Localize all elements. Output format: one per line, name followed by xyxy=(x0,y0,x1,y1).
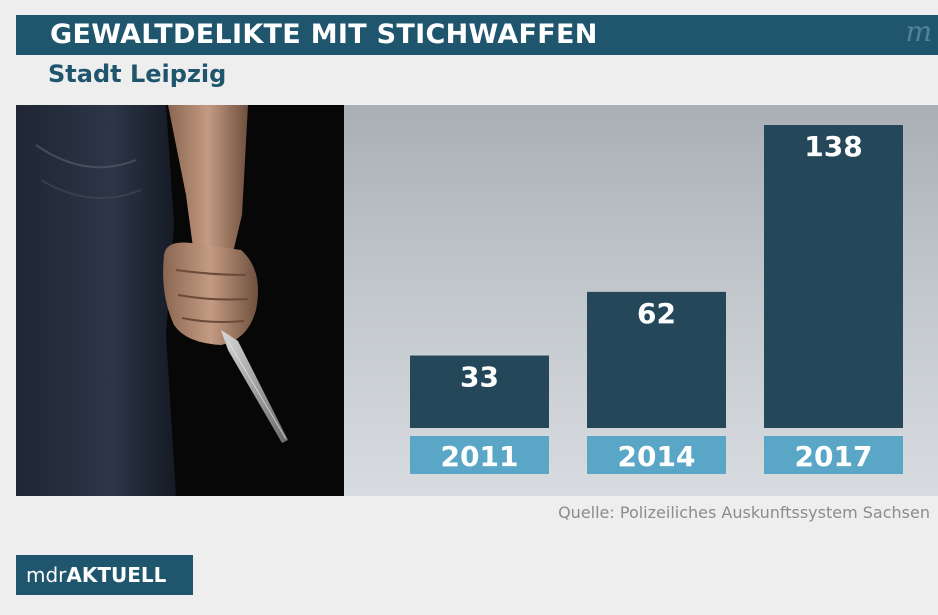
knife-photo xyxy=(16,105,344,496)
value-label-2017: 138 xyxy=(804,130,862,163)
category-label-2017: 2017 xyxy=(795,440,873,473)
value-label-2014: 62 xyxy=(637,297,676,330)
bar-2011 xyxy=(410,355,549,428)
source-note: Quelle: Polizeiliches Auskunftssystem Sa… xyxy=(558,503,930,522)
bar-2017 xyxy=(764,125,903,428)
category-label-bg-2017 xyxy=(764,436,903,474)
bar-chart: 33 2011 62 2014 138 2017 xyxy=(344,105,938,496)
chart-subtitle: Stadt Leipzig xyxy=(48,60,227,88)
chart-panel: 33 2011 62 2014 138 2017 xyxy=(16,105,938,496)
bar-2014 xyxy=(587,291,726,428)
category-label-bg-2014 xyxy=(587,436,726,474)
knife-illustration-icon xyxy=(16,105,344,496)
value-label-2011: 33 xyxy=(460,361,499,394)
brand-badge: mdrAKTUELL xyxy=(16,555,193,595)
category-label-bg-2011 xyxy=(410,436,549,474)
chart-title: GEWALTDELIKTE MIT STICHWAFFEN xyxy=(50,19,598,50)
category-label-2011: 2011 xyxy=(441,440,519,473)
mdr-logo-mark-icon: m xyxy=(905,15,932,48)
title-bar: GEWALTDELIKTE MIT STICHWAFFEN m xyxy=(16,15,938,55)
brand-name: AKTUELL xyxy=(66,563,167,587)
brand-prefix: mdr xyxy=(26,563,67,587)
category-label-2014: 2014 xyxy=(618,440,696,473)
bar-chart-svg: 33 2011 62 2014 138 2017 xyxy=(410,125,903,474)
